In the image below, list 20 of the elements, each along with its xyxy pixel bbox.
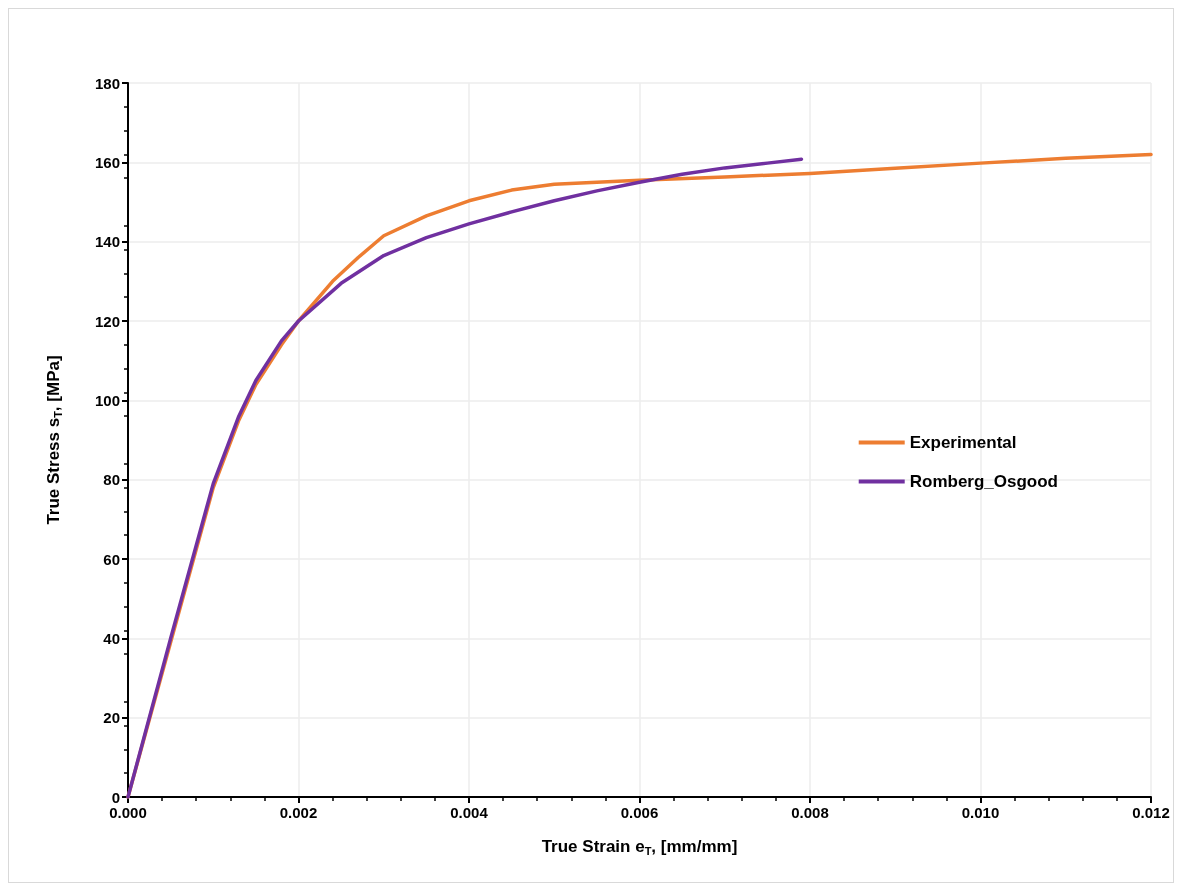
x-tick-label: 0.006 (620, 804, 659, 821)
y-tick-label: 0 (111, 788, 120, 806)
y-tick-label: 160 (94, 153, 120, 171)
y-tick-label: 140 (94, 233, 120, 251)
x-tick-label: 0.008 (791, 804, 829, 821)
x-tick-label: 0.012 (1132, 804, 1170, 821)
y-tick-label: 180 (94, 74, 120, 92)
y-tick-label: 40 (103, 629, 120, 647)
y-tick-label: 60 (103, 550, 120, 568)
x-tick-label: 0.004 (450, 804, 489, 821)
y-tick-label: 80 (103, 471, 120, 489)
x-tick-label: 0.002 (279, 804, 318, 821)
x-tick-label: 0.010 (961, 804, 1000, 821)
y-tick-label: 120 (94, 312, 120, 330)
y-tick-label: 100 (94, 391, 120, 409)
legend-label: Romberg_Osgood (909, 472, 1059, 491)
x-tick-label: 0.000 (109, 804, 147, 821)
y-tick-label: 20 (103, 709, 120, 727)
line-series (126, 157, 804, 799)
legend-label: Experimental (909, 433, 1017, 452)
